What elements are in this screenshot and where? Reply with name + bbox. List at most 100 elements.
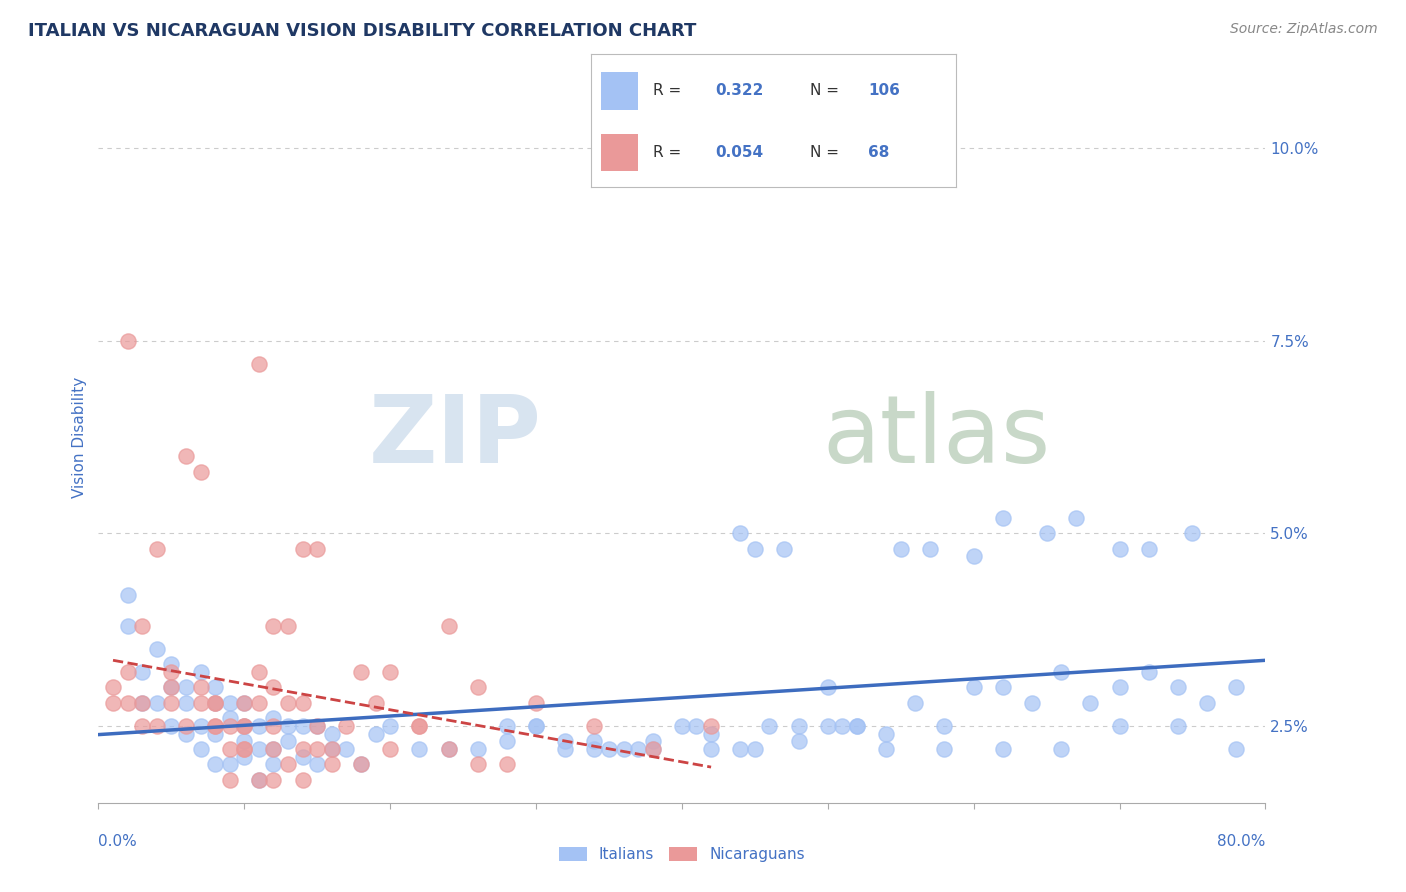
Point bbox=[1050, 742, 1073, 756]
Text: 0.0%: 0.0% bbox=[98, 834, 138, 848]
Point bbox=[233, 696, 256, 710]
Point bbox=[218, 757, 240, 772]
Point bbox=[247, 772, 270, 787]
Point bbox=[612, 742, 634, 756]
Point bbox=[321, 742, 343, 756]
Point bbox=[174, 696, 197, 710]
Point bbox=[1225, 681, 1247, 695]
Point bbox=[758, 719, 780, 733]
Point bbox=[291, 742, 314, 756]
FancyBboxPatch shape bbox=[602, 134, 638, 171]
Point bbox=[233, 749, 256, 764]
Point bbox=[744, 742, 766, 756]
Text: Source: ZipAtlas.com: Source: ZipAtlas.com bbox=[1230, 22, 1378, 37]
Text: 80.0%: 80.0% bbox=[1218, 834, 1265, 848]
Point bbox=[496, 734, 519, 748]
Point bbox=[962, 549, 984, 564]
Point bbox=[991, 742, 1014, 756]
Y-axis label: Vision Disability: Vision Disability bbox=[72, 376, 87, 498]
Point bbox=[671, 719, 693, 733]
Point bbox=[160, 665, 183, 679]
Point bbox=[641, 742, 664, 756]
Text: 0.054: 0.054 bbox=[714, 145, 763, 160]
Point bbox=[307, 541, 329, 556]
Point bbox=[437, 742, 460, 756]
Point bbox=[233, 719, 256, 733]
Point bbox=[190, 696, 212, 710]
Point bbox=[218, 772, 240, 787]
Point bbox=[627, 742, 650, 756]
Point bbox=[380, 719, 402, 733]
Point bbox=[437, 618, 460, 632]
Point bbox=[174, 681, 197, 695]
Legend: Italians, Nicaraguans: Italians, Nicaraguans bbox=[553, 841, 811, 868]
Point bbox=[437, 742, 460, 756]
Point bbox=[307, 719, 329, 733]
Point bbox=[174, 450, 197, 464]
Point bbox=[233, 696, 256, 710]
Point bbox=[846, 719, 869, 733]
Point bbox=[204, 726, 226, 740]
Point bbox=[160, 657, 183, 672]
Point bbox=[700, 726, 723, 740]
Point bbox=[117, 665, 139, 679]
Point bbox=[467, 681, 489, 695]
Point bbox=[641, 742, 664, 756]
Point bbox=[101, 681, 124, 695]
Point bbox=[380, 665, 402, 679]
Point bbox=[685, 719, 707, 733]
Point bbox=[146, 696, 169, 710]
Point bbox=[204, 681, 226, 695]
Point bbox=[773, 541, 796, 556]
Point bbox=[262, 618, 284, 632]
Point bbox=[583, 719, 606, 733]
Text: ZIP: ZIP bbox=[368, 391, 541, 483]
Point bbox=[190, 665, 212, 679]
Point bbox=[335, 742, 357, 756]
Point bbox=[1225, 742, 1247, 756]
Point bbox=[262, 681, 284, 695]
Point bbox=[174, 719, 197, 733]
Point bbox=[1181, 526, 1204, 541]
Point bbox=[117, 696, 139, 710]
Point bbox=[131, 696, 153, 710]
Point bbox=[262, 742, 284, 756]
Point bbox=[846, 719, 869, 733]
Point bbox=[160, 719, 183, 733]
Point bbox=[598, 742, 620, 756]
Point bbox=[291, 541, 314, 556]
Point bbox=[277, 696, 299, 710]
Point bbox=[817, 681, 839, 695]
Point bbox=[307, 719, 329, 733]
Point bbox=[190, 719, 212, 733]
Point bbox=[467, 742, 489, 756]
Text: atlas: atlas bbox=[823, 391, 1050, 483]
Text: 68: 68 bbox=[869, 145, 890, 160]
Point bbox=[131, 665, 153, 679]
Point bbox=[190, 742, 212, 756]
Point bbox=[218, 719, 240, 733]
Point bbox=[1108, 541, 1130, 556]
Point bbox=[247, 696, 270, 710]
Point bbox=[700, 719, 723, 733]
Point bbox=[787, 734, 810, 748]
Point bbox=[890, 541, 912, 556]
Point bbox=[321, 726, 343, 740]
Point bbox=[204, 757, 226, 772]
Point bbox=[277, 757, 299, 772]
Point bbox=[160, 696, 183, 710]
Point bbox=[730, 742, 752, 756]
Point bbox=[744, 541, 766, 556]
Point bbox=[918, 541, 941, 556]
Point bbox=[247, 665, 270, 679]
Point bbox=[1108, 681, 1130, 695]
Point bbox=[321, 757, 343, 772]
Point bbox=[408, 719, 430, 733]
Point bbox=[1167, 681, 1189, 695]
Point bbox=[218, 742, 240, 756]
Point bbox=[190, 681, 212, 695]
Point bbox=[350, 757, 373, 772]
Point bbox=[1195, 696, 1218, 710]
Point bbox=[524, 719, 547, 733]
Point bbox=[174, 726, 197, 740]
